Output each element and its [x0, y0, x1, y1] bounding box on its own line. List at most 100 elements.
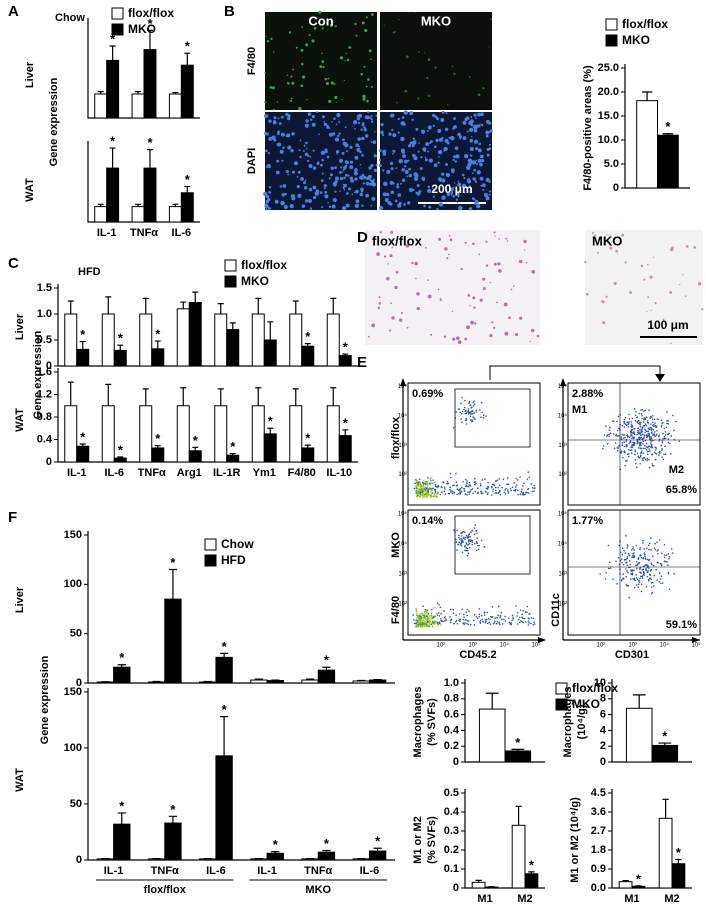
event-dot	[459, 411, 462, 414]
micrograph	[365, 230, 540, 345]
event-dot	[637, 586, 640, 588]
event-dot	[488, 621, 491, 624]
texture-dot	[390, 113, 395, 118]
texture-dot	[311, 39, 315, 43]
texture-dot	[296, 175, 299, 178]
texture-dot	[274, 199, 279, 204]
event-dot	[466, 482, 468, 484]
event-dot	[446, 480, 449, 483]
texture-dot	[416, 192, 421, 196]
event-dot	[467, 539, 470, 541]
texture-dot	[435, 138, 439, 143]
panel-letter: A	[8, 3, 19, 20]
event-dot	[631, 428, 633, 431]
texture-dot	[412, 137, 416, 141]
texture-dot	[285, 134, 289, 138]
event-dot	[644, 423, 647, 425]
event-dot	[456, 488, 459, 490]
event-dot	[457, 408, 460, 410]
event-dot	[643, 552, 646, 554]
event-dot	[450, 491, 452, 493]
texture-dot	[429, 142, 432, 144]
texture-dot	[296, 184, 300, 189]
texture-dot	[485, 134, 489, 138]
event-dot	[425, 615, 428, 617]
event-dot	[627, 455, 630, 458]
event-dot	[526, 478, 529, 480]
texture-dot	[362, 94, 366, 99]
event-dot	[479, 622, 482, 624]
texture-dot	[450, 135, 455, 141]
texture-dot	[297, 193, 302, 199]
event-dot	[455, 614, 457, 616]
texture-dot	[475, 117, 477, 120]
flow-tick-label: 10⁵	[531, 642, 541, 649]
texture-dot	[303, 181, 306, 185]
texture-dot	[365, 134, 369, 138]
texture-dot	[487, 121, 492, 125]
flow-tick-label: 10²	[398, 472, 407, 478]
texture-dot	[471, 160, 477, 165]
event-dot	[475, 616, 478, 618]
texture-dot	[584, 260, 587, 264]
texture-dot	[470, 115, 473, 118]
flow-tick-label: 10³	[398, 443, 407, 449]
event-dot	[434, 488, 436, 491]
texture-dot	[332, 132, 336, 136]
texture-dot	[301, 62, 304, 66]
event-dot	[522, 621, 525, 624]
texture-dot	[287, 114, 291, 118]
event-dot	[430, 482, 432, 484]
y-axis-label: (% SVFs)	[426, 698, 438, 746]
texture-dot	[471, 135, 473, 138]
texture-dot	[425, 20, 427, 22]
event-dot	[449, 486, 451, 488]
texture-dot	[405, 55, 409, 59]
event-dot	[660, 564, 663, 567]
image-label: MKO	[421, 13, 451, 28]
bar	[631, 885, 646, 889]
event-dot	[651, 424, 654, 427]
event-dot	[473, 527, 476, 529]
event-dot	[430, 492, 433, 495]
event-dot	[634, 459, 637, 461]
texture-dot	[473, 128, 478, 133]
texture-dot	[401, 116, 405, 119]
event-dot	[627, 553, 630, 555]
texture-dot	[390, 190, 395, 195]
texture-dot	[482, 87, 485, 90]
texture-dot	[314, 191, 320, 196]
error-bar	[135, 91, 142, 94]
event-dot	[622, 437, 625, 439]
event-dot	[533, 623, 536, 625]
texture-dot	[347, 174, 350, 177]
event-dot	[655, 447, 658, 449]
scale-label: 200 μm	[431, 182, 472, 196]
event-dot	[467, 552, 470, 555]
event-dot	[654, 548, 657, 551]
event-dot	[653, 434, 656, 436]
event-dot	[431, 489, 433, 492]
event-dot	[615, 560, 617, 562]
x-tick-label: Ym1	[253, 467, 276, 479]
texture-dot	[693, 246, 696, 249]
texture-dot	[342, 168, 345, 171]
texture-dot	[473, 168, 477, 172]
texture-dot	[391, 246, 394, 249]
event-dot	[463, 490, 466, 492]
texture-dot	[437, 129, 442, 133]
texture-dot	[488, 193, 491, 196]
event-dot	[648, 458, 650, 461]
texture-dot	[290, 99, 293, 102]
y-tick-label: 0	[46, 456, 52, 468]
x-tick-label: IL-1	[97, 227, 117, 239]
event-dot	[460, 413, 463, 415]
event-dot	[473, 477, 476, 480]
texture-dot	[476, 170, 481, 175]
event-dot	[430, 612, 433, 615]
texture-dot	[367, 111, 370, 114]
significance: *	[529, 857, 535, 872]
y-tick-label: 0.5	[37, 334, 52, 346]
texture-dot	[438, 202, 444, 207]
event-dot	[427, 620, 430, 623]
